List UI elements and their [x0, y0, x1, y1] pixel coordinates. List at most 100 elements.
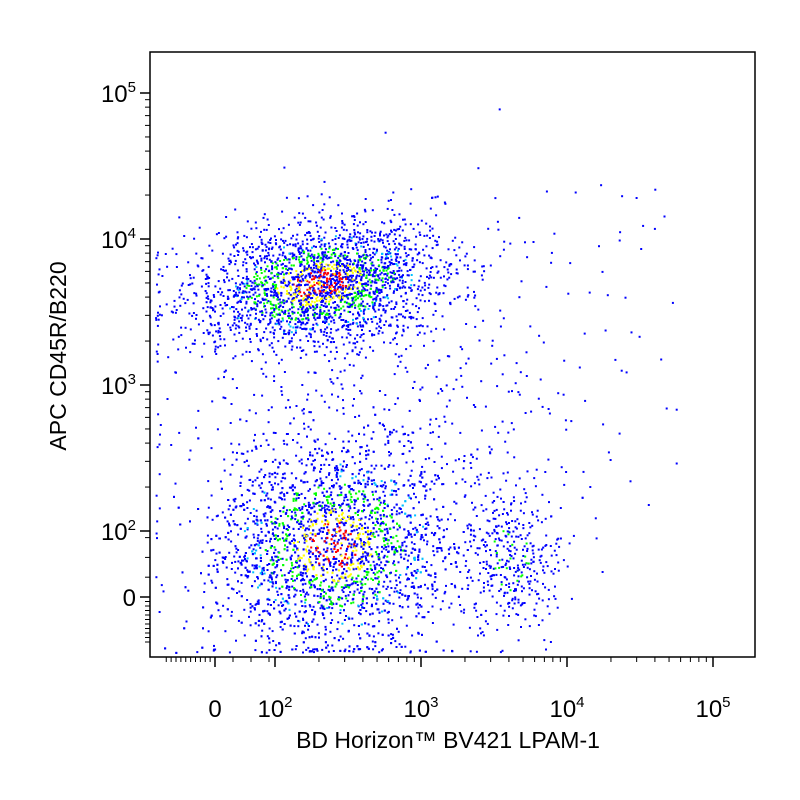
event-dot [268, 258, 271, 261]
event-dot [377, 259, 380, 261]
event-dot [300, 520, 303, 523]
event-dot [283, 281, 286, 284]
event-dot [201, 355, 204, 358]
event-dot [362, 312, 365, 315]
event-dot [359, 292, 362, 294]
event-dot [278, 587, 281, 590]
event-dot [312, 469, 315, 472]
event-dot [342, 343, 345, 346]
event-dot [280, 272, 283, 275]
event-dot [287, 292, 290, 295]
event-dot [211, 307, 214, 309]
event-dot [283, 609, 286, 612]
event-dot [370, 235, 373, 238]
event-dot [392, 270, 395, 272]
event-dot [184, 302, 187, 305]
event-dot [273, 315, 276, 318]
event-dot [242, 559, 245, 562]
event-dot [419, 289, 422, 292]
event-dot [439, 608, 442, 611]
event-dot [581, 496, 584, 499]
event-dot [254, 317, 257, 320]
event-dot [302, 567, 305, 570]
event-dot [202, 627, 204, 630]
event-dot [253, 515, 256, 517]
event-dot [237, 275, 240, 277]
event-dot [160, 584, 163, 587]
event-dot [293, 534, 296, 537]
event-dot [376, 268, 379, 270]
event-dot [358, 238, 361, 241]
event-dot [317, 260, 320, 263]
event-dot [412, 460, 415, 463]
event-dot [375, 251, 378, 254]
event-dot [240, 281, 243, 284]
event-dot [354, 304, 357, 307]
event-dot [302, 322, 304, 325]
event-dot [212, 548, 215, 551]
event-dot [157, 318, 160, 321]
event-dot [296, 233, 299, 236]
event-dot [322, 299, 325, 302]
event-dot [313, 261, 316, 264]
event-dot [344, 493, 347, 496]
event-dot [274, 566, 277, 569]
event-dot [421, 325, 424, 328]
event-dot [395, 253, 398, 256]
event-dot [381, 286, 384, 289]
event-dot [313, 281, 316, 284]
event-dot [291, 300, 294, 303]
event-dot [253, 580, 256, 583]
event-dot [320, 243, 323, 246]
event-dot [312, 309, 315, 312]
event-dot [411, 259, 414, 262]
event-dot [313, 340, 316, 343]
event-dot [276, 294, 279, 297]
event-dot [342, 254, 345, 257]
event-dot [359, 325, 362, 328]
event-dot [334, 585, 337, 588]
event-dot [394, 306, 397, 309]
event-dot [291, 298, 294, 301]
event-dot [456, 551, 459, 554]
event-dot [221, 291, 224, 294]
event-dot [384, 538, 387, 541]
event-dot [307, 231, 310, 234]
event-dot [325, 297, 328, 300]
event-dot [185, 620, 188, 623]
event-dot [418, 307, 420, 310]
event-dot [359, 270, 362, 273]
event-dot [347, 302, 350, 305]
event-dot [344, 594, 347, 597]
event-dot [347, 332, 350, 335]
event-dot [443, 201, 446, 204]
event-dot [304, 294, 307, 297]
event-dot [228, 651, 231, 654]
event-dot [293, 311, 296, 314]
event-dot [314, 304, 317, 307]
event-dot [398, 605, 401, 608]
event-dot [383, 284, 386, 286]
event-dot [226, 276, 228, 279]
event-dot [381, 530, 384, 533]
event-dot [259, 301, 262, 304]
event-dot [363, 509, 366, 512]
event-dot [378, 651, 381, 654]
event-dot [270, 317, 273, 320]
event-dot [401, 541, 404, 544]
event-dot [201, 257, 204, 260]
event-dot [320, 263, 323, 266]
event-dot [331, 290, 334, 293]
event-dot [205, 301, 208, 304]
event-dot [173, 305, 176, 308]
event-dot [249, 340, 252, 343]
event-dot [237, 288, 240, 291]
event-dot [340, 470, 343, 473]
event-dot [358, 255, 361, 257]
event-dot [228, 551, 231, 554]
event-dot [446, 268, 449, 271]
event-dot [348, 645, 351, 648]
event-dot [352, 518, 355, 521]
event-dot [197, 265, 200, 268]
event-dot [289, 285, 291, 288]
